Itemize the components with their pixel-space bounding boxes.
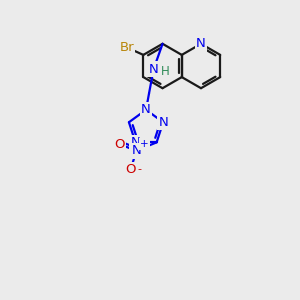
Text: N: N: [141, 103, 151, 116]
Text: +: +: [140, 139, 149, 149]
Text: O: O: [126, 163, 136, 176]
Text: N: N: [158, 116, 168, 129]
Text: N: N: [131, 144, 141, 157]
Text: N: N: [130, 136, 140, 149]
Text: N: N: [149, 63, 158, 76]
Text: N: N: [196, 37, 206, 50]
Text: Br: Br: [119, 41, 134, 54]
Text: H: H: [160, 65, 169, 78]
Text: O: O: [115, 138, 125, 151]
Text: -: -: [137, 164, 141, 174]
